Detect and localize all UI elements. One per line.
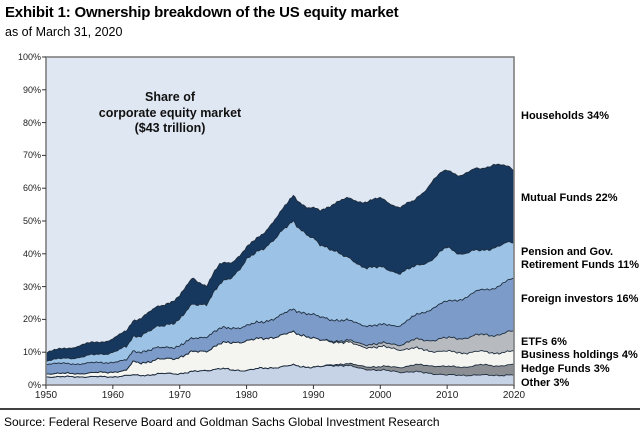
- y-axis-tick: 0%: [27, 380, 41, 390]
- band-other: [46, 364, 514, 385]
- series-label: Other 3%: [521, 376, 570, 389]
- plot-annotation-line: ($43 trillion): [134, 121, 206, 135]
- band-edge: [45, 219, 515, 362]
- source-text: Source: Federal Reserve Board and Goldma…: [4, 415, 440, 429]
- plot-annotation-line: Share of: [144, 90, 195, 104]
- x-axis-tick: 1980: [235, 390, 258, 401]
- y-axis-tick: 50%: [22, 216, 41, 226]
- chart-title: Exhibit 1: Ownership breakdown of the US…: [5, 4, 399, 21]
- band-hedge-funds: [46, 363, 514, 378]
- y-axis-tick: 100%: [17, 52, 41, 62]
- band-households: [46, 57, 514, 353]
- x-axis-tick: 2000: [369, 390, 392, 401]
- series-label: Hedge Funds 3%: [521, 362, 610, 375]
- y-axis-tick: 90%: [22, 84, 41, 95]
- series-label: ETFs 6%: [521, 335, 567, 348]
- y-axis-tick: 20%: [22, 314, 41, 325]
- footer-divider: [0, 408, 640, 410]
- band-business-holdings: [46, 330, 514, 378]
- y-axis-tick: 60%: [22, 183, 41, 194]
- series-label: Pension and Gov. Retirement Funds 11%: [521, 245, 639, 271]
- series-label: Mutual Funds 22%: [521, 191, 618, 204]
- band-foreign-investors: [46, 278, 514, 375]
- y-axis-tick: 80%: [22, 117, 41, 128]
- y-axis-tick: 30%: [22, 281, 41, 292]
- y-axis-tick: 10%: [22, 347, 41, 358]
- x-axis-tick: 2020: [502, 390, 526, 401]
- x-axis-tick: 1970: [168, 390, 191, 401]
- series-label: Foreign investors 16%: [521, 293, 639, 306]
- plot-annotation: Share of corporate equity market ($43 tril…: [58, 90, 282, 137]
- series-label: Business holdings 4%: [521, 348, 638, 361]
- y-axis-tick: 40%: [22, 248, 41, 259]
- plot-annotation-line: corporate equity market: [98, 105, 242, 120]
- band-edge: [45, 330, 515, 375]
- series-label: Households 34%: [521, 109, 610, 122]
- x-axis-tick: 2010: [436, 390, 459, 401]
- band-mutual-funds: [46, 164, 514, 362]
- y-axis-tick: 70%: [22, 150, 41, 161]
- band-edge: [45, 277, 515, 366]
- band-edge: [45, 362, 515, 378]
- chart-subtitle: as of March 31, 2020: [5, 25, 123, 39]
- x-axis-tick: 1960: [101, 390, 124, 401]
- x-axis-tick: 1990: [302, 390, 325, 401]
- band-pension-and-gov-retirement-funds: [46, 220, 514, 365]
- band-edge: [45, 163, 515, 354]
- x-axis-tick: 1950: [34, 390, 58, 401]
